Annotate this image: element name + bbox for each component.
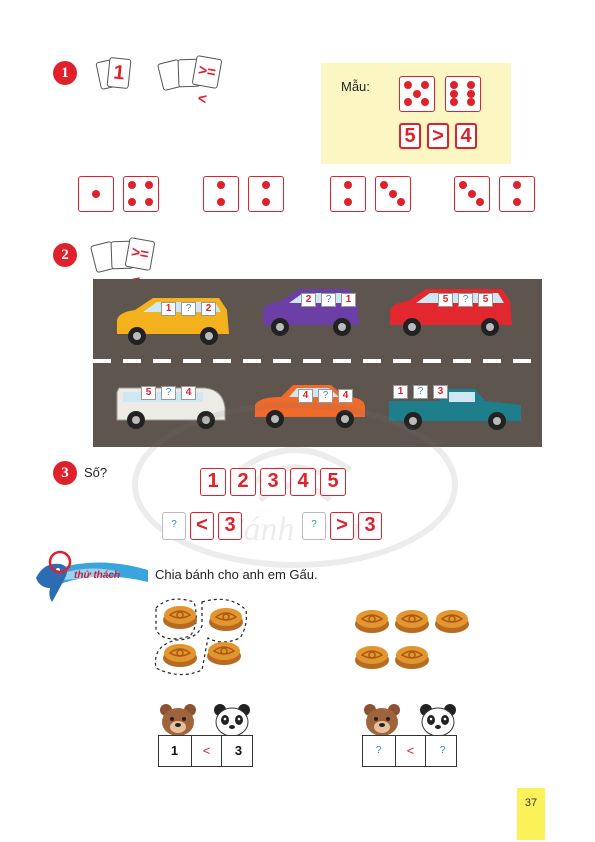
- die-pair-3-left: [330, 176, 366, 212]
- panda-head-right: [418, 702, 458, 737]
- page-number: 37: [517, 788, 545, 840]
- sample-die-left: [399, 76, 435, 112]
- die-pair-1-right: [123, 176, 159, 212]
- compare2-right: 3: [358, 512, 382, 540]
- vehicle-4-plate-1: 5: [141, 386, 156, 400]
- sequence-number-4: 4: [290, 468, 316, 496]
- compare1-sign: <: [190, 512, 214, 540]
- compare1-left[interactable]: ?: [162, 512, 186, 540]
- die-pair-4-left: [454, 176, 490, 212]
- mooncake-1: [162, 604, 198, 630]
- vehicle-4: 5? 4: [113, 378, 229, 432]
- exercise-3-label: Số?: [84, 465, 108, 480]
- mooncake-6: [394, 608, 430, 634]
- right-answer-box: ? < ?: [362, 735, 457, 767]
- vehicle-3-plate-2[interactable]: ?: [458, 293, 473, 307]
- exercise-3-number: 3: [53, 461, 77, 485]
- right-answer-sign: <: [395, 736, 426, 766]
- vehicle-6-plate-2[interactable]: ?: [413, 385, 428, 399]
- vehicle-2-plate-2[interactable]: ?: [321, 293, 336, 307]
- vehicle-6-plate-3: 3: [433, 385, 448, 399]
- mooncake-9: [394, 644, 430, 670]
- sample-right-number: 4: [455, 123, 477, 149]
- die-pair-2-left: [203, 176, 239, 212]
- number-card-icon: 1: [95, 56, 138, 92]
- vehicle-5: 4? 4: [251, 377, 369, 431]
- mooncake-4: [206, 640, 242, 666]
- vehicle-1-plate-2[interactable]: ?: [181, 302, 196, 316]
- vehicle-5-plate-3: 4: [338, 389, 353, 403]
- exercise-1-number: 1: [53, 61, 77, 85]
- sequence-number-1: 1: [200, 468, 226, 496]
- mooncake-7: [434, 608, 470, 634]
- vehicle-6: 1? 3: [385, 379, 525, 433]
- left-answer-sign: <: [191, 736, 222, 766]
- lane-divider: [93, 359, 542, 363]
- sequence-number-3: 3: [260, 468, 286, 496]
- left-answer-box: 1 < 3: [158, 735, 253, 767]
- left-answer-right: 3: [234, 743, 243, 758]
- vehicle-2: 2? 1: [259, 285, 363, 339]
- sample-label: Mẫu:: [341, 79, 370, 94]
- road-scene: 1? 2 2? 1 5? 5 5? 4 4? 4 1? 3: [93, 279, 542, 447]
- mooncake-8: [354, 644, 390, 670]
- vehicle-3-plate-1: 5: [438, 293, 453, 307]
- vehicle-3: 5? 5: [386, 285, 516, 339]
- mooncake-3: [162, 642, 198, 668]
- vehicle-2-plate-1: 2: [301, 293, 316, 307]
- compare-signs-icon: >=<: [156, 54, 223, 108]
- sample-die-right: [445, 76, 481, 112]
- sample-left-number: 5: [399, 123, 421, 149]
- vehicle-2-plate-3: 1: [341, 293, 356, 307]
- die-pair-1-left: [78, 176, 114, 212]
- compare1-right: 3: [218, 512, 242, 540]
- bear-head-right: [362, 702, 402, 736]
- vehicle-5-plate-1: 4: [298, 389, 313, 403]
- challenge-text: Chia bánh cho anh em Gấu.: [155, 567, 318, 582]
- sequence-number-2: 2: [230, 468, 256, 496]
- compare-signs-icon: >=<: [89, 236, 156, 290]
- vehicle-6-plate-1: 1: [393, 385, 408, 399]
- svg-text:thử thách: thử thách: [74, 570, 120, 581]
- vehicle-1-plate-3: 2: [201, 302, 216, 316]
- die-pair-3-right: [375, 176, 411, 212]
- vehicle-4-plate-2[interactable]: ?: [161, 386, 176, 400]
- dolphin-challenge-badge-icon: thử thách: [36, 550, 148, 602]
- die-pair-2-right: [248, 176, 284, 212]
- vehicle-4-plate-3: 4: [181, 386, 196, 400]
- mooncake-5: [354, 608, 390, 634]
- mooncake-2: [208, 606, 244, 632]
- die-pair-4-right: [499, 176, 535, 212]
- left-answer-left: 1: [170, 743, 179, 758]
- vehicle-3-plate-3: 5: [478, 293, 493, 307]
- sample-sign: >: [427, 123, 449, 149]
- vehicle-1: 1? 2: [113, 294, 233, 348]
- sample-box: Mẫu: 5 > 4: [321, 63, 511, 164]
- right-answer-left[interactable]: ?: [375, 745, 382, 756]
- bear-head-left: [158, 702, 198, 736]
- right-answer-right[interactable]: ?: [439, 745, 446, 756]
- compare2-sign: >: [330, 512, 354, 540]
- sequence-number-5: 5: [320, 468, 346, 496]
- vehicle-5-plate-2[interactable]: ?: [318, 389, 333, 403]
- panda-head-left: [212, 702, 252, 737]
- cake-grouping-dashed: [154, 598, 247, 676]
- vehicle-1-plate-1: 1: [161, 302, 176, 316]
- compare2-left[interactable]: ?: [302, 512, 326, 540]
- exercise-2-number: 2: [53, 243, 77, 267]
